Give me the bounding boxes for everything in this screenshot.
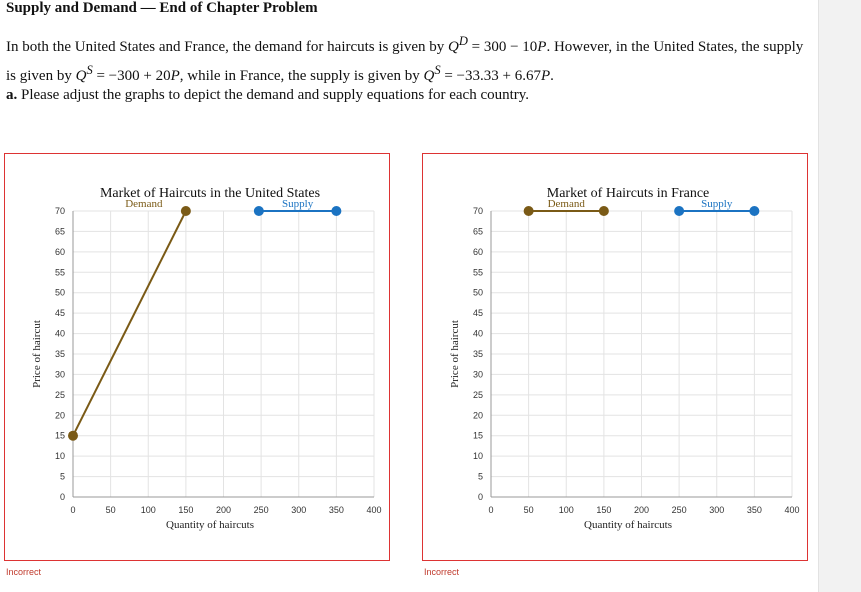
x-tick-label: 100 bbox=[559, 505, 574, 515]
demand-label: Demand bbox=[125, 198, 163, 210]
x-tick-label: 150 bbox=[178, 505, 193, 515]
y-tick-label: 50 bbox=[55, 288, 65, 298]
us-rhs: = −300 + 20 bbox=[92, 68, 171, 84]
x-tick-label: 150 bbox=[596, 505, 611, 515]
supply-point[interactable] bbox=[253, 206, 264, 216]
demand-label: Demand bbox=[548, 198, 586, 210]
x-tick-label: 300 bbox=[291, 505, 306, 515]
fr-q: Q bbox=[423, 68, 435, 84]
france-graph-panel: 0 5 10 15 20 25 30 35 40 45 50 55 60 65 70 0 50 100 150 200… bbox=[422, 153, 808, 561]
x-axis-label: Quantity of haircuts bbox=[166, 519, 254, 531]
x-tick-label: 350 bbox=[329, 505, 344, 515]
y-tick-label: 25 bbox=[55, 390, 65, 400]
y-tick-label: 45 bbox=[473, 308, 483, 318]
intro-text: In both the United States and France, th… bbox=[6, 39, 448, 55]
chart-title: Market of Haircuts in the United States bbox=[100, 186, 320, 201]
y-tick-label: 0 bbox=[60, 492, 65, 502]
us-status: Incorrect bbox=[6, 567, 42, 577]
x-tick-label: 50 bbox=[106, 505, 116, 515]
y-tick-label: 35 bbox=[473, 349, 483, 359]
problem-title: Supply and Demand — End of Chapter Probl… bbox=[6, 0, 318, 16]
x-tick-label: 50 bbox=[524, 505, 534, 515]
demand-superscript: D bbox=[458, 34, 468, 48]
y-tick-label: 70 bbox=[55, 206, 65, 216]
x-tick-label: 0 bbox=[488, 505, 493, 515]
price-var-3: P bbox=[540, 68, 551, 84]
y-tick-label: 25 bbox=[473, 390, 483, 400]
y-tick-label: 15 bbox=[473, 431, 483, 441]
x-tick-label: 350 bbox=[747, 505, 762, 515]
x-axis-label: Quantity of haircuts bbox=[584, 519, 672, 531]
us-graph-panel: 0 5 10 15 20 25 30 35 40 45 50 55 60 65 70 0 50 100 150 200… bbox=[4, 153, 390, 561]
demand-point[interactable] bbox=[523, 206, 534, 216]
demand-rhs: = 300 − 10 bbox=[467, 39, 538, 55]
supply-point[interactable] bbox=[749, 206, 760, 216]
x-tick-label: 400 bbox=[366, 505, 381, 515]
demand-point[interactable] bbox=[598, 206, 609, 216]
fr-superscript: S bbox=[434, 63, 441, 77]
chart-title: Market of Haircuts in France bbox=[547, 186, 710, 201]
y-tick-label: 20 bbox=[55, 410, 65, 420]
problem-statement: In both the United States and France, th… bbox=[6, 30, 811, 88]
y-tick-label: 15 bbox=[55, 431, 65, 441]
part-a-label: a. bbox=[6, 87, 18, 103]
y-tick-label: 60 bbox=[473, 247, 483, 257]
x-tick-label: 200 bbox=[634, 505, 649, 515]
end-text: . bbox=[550, 68, 554, 84]
mid-text: . However, in the United States, the sup… bbox=[6, 39, 804, 84]
x-tick-label: 250 bbox=[254, 505, 269, 515]
us-chart[interactable]: 0 5 10 15 20 25 30 35 40 45 50 55 60 65 70 0 50 100 150 200… bbox=[5, 154, 388, 559]
y-tick-label: 20 bbox=[473, 410, 483, 420]
y-tick-label: 10 bbox=[473, 451, 483, 461]
y-tick-label: 45 bbox=[55, 308, 65, 318]
demand-q: Q bbox=[447, 39, 459, 55]
supply-label: Supply bbox=[701, 198, 733, 210]
y-tick-label: 35 bbox=[55, 349, 65, 359]
y-tick-label: 55 bbox=[473, 267, 483, 277]
demand-point[interactable] bbox=[68, 430, 78, 441]
fr-rhs: = −33.33 + 6.67 bbox=[440, 68, 541, 84]
y-tick-label: 5 bbox=[60, 472, 65, 482]
y-tick-label: 40 bbox=[55, 329, 65, 339]
y-tick-label: 60 bbox=[55, 247, 65, 257]
us-superscript: S bbox=[86, 63, 93, 77]
side-panel bbox=[818, 0, 861, 592]
x-tick-label: 200 bbox=[216, 505, 231, 515]
y-tick-label: 65 bbox=[473, 226, 483, 236]
us-q: Q bbox=[75, 68, 87, 84]
y-tick-label: 0 bbox=[478, 492, 483, 502]
x-tick-label: 400 bbox=[784, 505, 799, 515]
y-tick-label: 10 bbox=[55, 451, 65, 461]
supply-point[interactable] bbox=[331, 206, 342, 216]
supply-label: Supply bbox=[282, 198, 314, 210]
y-tick-label: 5 bbox=[478, 472, 483, 482]
x-tick-label: 100 bbox=[141, 505, 156, 515]
part-a-instruction: a. Please adjust the graphs to depict th… bbox=[6, 87, 529, 104]
x-tick-label: 300 bbox=[709, 505, 724, 515]
y-tick-label: 40 bbox=[473, 329, 483, 339]
y-tick-label: 30 bbox=[55, 369, 65, 379]
problem-area: Supply and Demand — End of Chapter Probl… bbox=[4, 0, 811, 577]
demand-point[interactable] bbox=[180, 206, 191, 216]
y-tick-label: 50 bbox=[473, 288, 483, 298]
france-chart[interactable]: 0 5 10 15 20 25 30 35 40 45 50 55 60 65 70 0 50 100 150 200… bbox=[423, 154, 806, 559]
x-tick-label: 0 bbox=[70, 505, 75, 515]
grid bbox=[490, 210, 793, 498]
demand-line bbox=[72, 210, 187, 437]
y-axis-label: Price of haircut bbox=[449, 320, 461, 388]
y-tick-label: 55 bbox=[55, 267, 65, 277]
x-tick-label: 250 bbox=[672, 505, 687, 515]
supply-point[interactable] bbox=[674, 206, 685, 216]
part-a-text: Please adjust the graphs to depict the d… bbox=[17, 87, 530, 103]
grid bbox=[72, 210, 375, 498]
mid-text-2: , while in France, the supply is given b… bbox=[179, 68, 424, 84]
price-var-2: P bbox=[170, 68, 180, 84]
y-tick-label: 70 bbox=[473, 206, 483, 216]
y-axis-label: Price of haircut bbox=[31, 320, 43, 388]
y-tick-label: 30 bbox=[473, 369, 483, 379]
france-status: Incorrect bbox=[424, 567, 460, 577]
price-var-1: P bbox=[537, 39, 547, 55]
y-tick-label: 65 bbox=[55, 226, 65, 236]
